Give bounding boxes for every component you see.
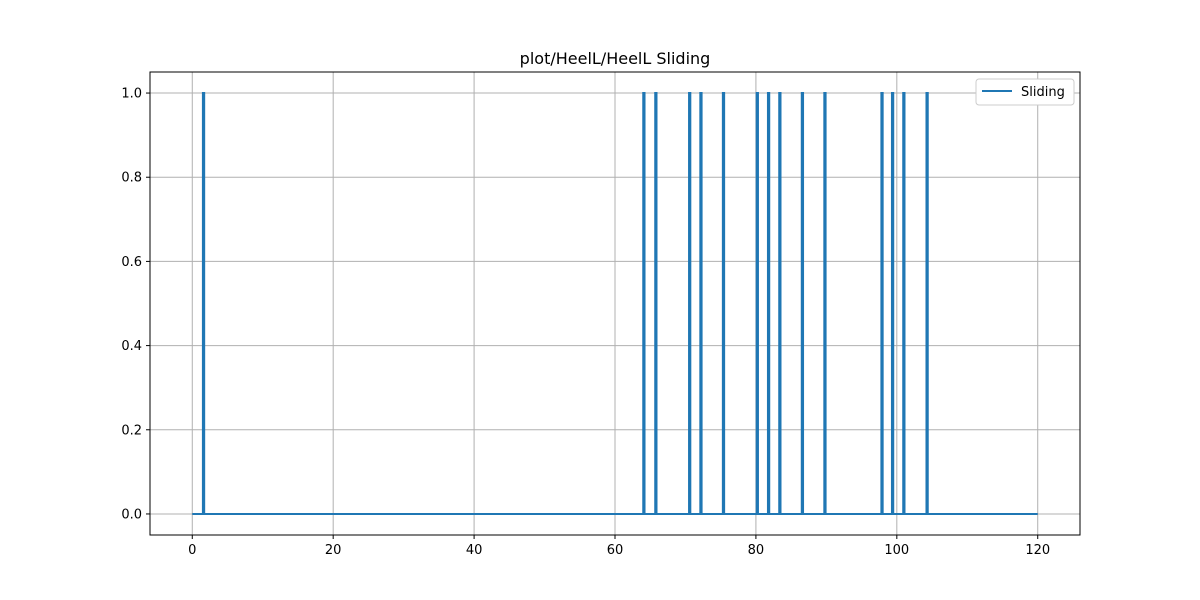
x-tick-label: 60 (607, 543, 624, 558)
y-tick-label: 0.4 (121, 339, 142, 354)
legend-label: Sliding (1021, 85, 1065, 100)
x-tick-label: 20 (325, 543, 342, 558)
series-layer (192, 92, 1038, 515)
legend: Sliding (975, 78, 1075, 106)
series-line-sliding (192, 92, 1038, 515)
x-tick-label: 0 (188, 543, 196, 558)
y-tick-label: 0.6 (121, 255, 142, 270)
y-tick-label: 0.2 (121, 423, 142, 438)
y-axis-ticks: 0.0 0.2 0.4 0.6 0.8 1.0 (121, 87, 150, 522)
x-tick-label: 80 (748, 543, 765, 558)
x-axis-ticks: 0 20 40 60 80 100 120 (188, 535, 1050, 558)
chart-title: plot/HeelL/HeelL Sliding (520, 49, 711, 68)
x-tick-label: 120 (1025, 543, 1050, 558)
grid (150, 72, 1080, 535)
y-tick-label: 0.0 (121, 507, 142, 522)
x-tick-label: 100 (884, 543, 909, 558)
legend-box (975, 78, 1075, 106)
y-tick-label: 1.0 (121, 87, 142, 102)
x-tick-label: 40 (466, 543, 483, 558)
y-tick-label: 0.8 (121, 171, 142, 186)
